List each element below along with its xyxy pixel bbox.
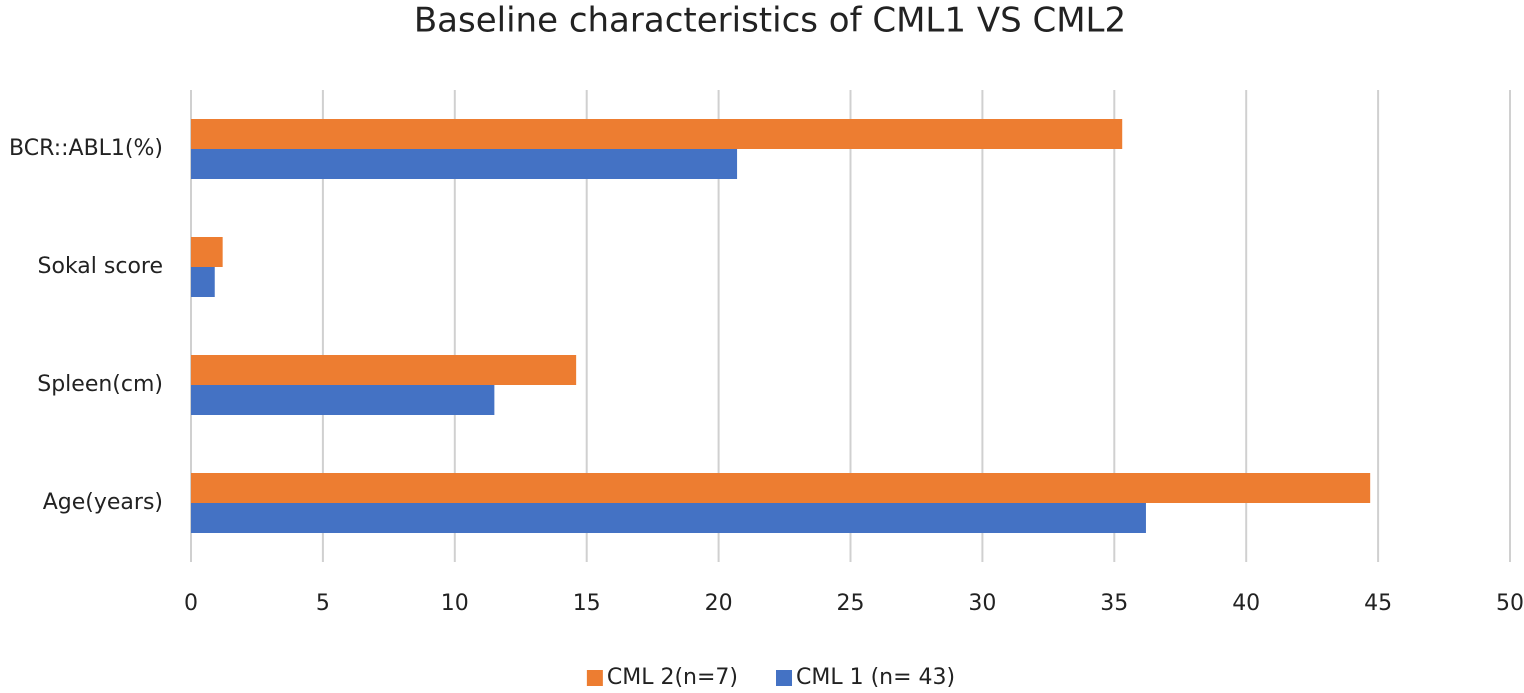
x-tick-label: 10 xyxy=(441,591,469,616)
bar xyxy=(191,355,577,385)
chart-title: Baseline characteristics of CML1 VS CML2 xyxy=(414,1,1126,41)
legend-label: CML 1 (n= 43) xyxy=(796,665,955,690)
y-tick-label: Sokal score xyxy=(38,254,163,279)
bar xyxy=(191,473,1371,503)
x-tick-label: 35 xyxy=(1100,591,1128,616)
bar xyxy=(191,385,495,415)
x-tick-label: 50 xyxy=(1496,591,1524,616)
x-tick-label: 20 xyxy=(705,591,733,616)
x-tick-label: 30 xyxy=(968,591,996,616)
y-tick-label: Spleen(cm) xyxy=(37,372,163,397)
x-tick-label: 25 xyxy=(837,591,865,616)
legend-swatch xyxy=(586,670,603,686)
x-tick-label: 5 xyxy=(316,591,330,616)
x-tick-label: 15 xyxy=(573,591,601,616)
x-tick-label: 40 xyxy=(1232,591,1260,616)
legend-swatch xyxy=(776,670,793,686)
bar xyxy=(191,149,738,179)
y-tick-label: BCR::ABL1(%) xyxy=(9,136,163,161)
x-tick-label: 45 xyxy=(1364,591,1392,616)
legend-label: CML 2(n=7) xyxy=(607,665,738,690)
bar xyxy=(191,503,1146,533)
bar xyxy=(191,119,1123,149)
bar xyxy=(191,237,223,267)
y-tick-label: Age(years) xyxy=(43,490,163,515)
x-tick-label: 0 xyxy=(184,591,198,616)
bar xyxy=(191,267,215,297)
